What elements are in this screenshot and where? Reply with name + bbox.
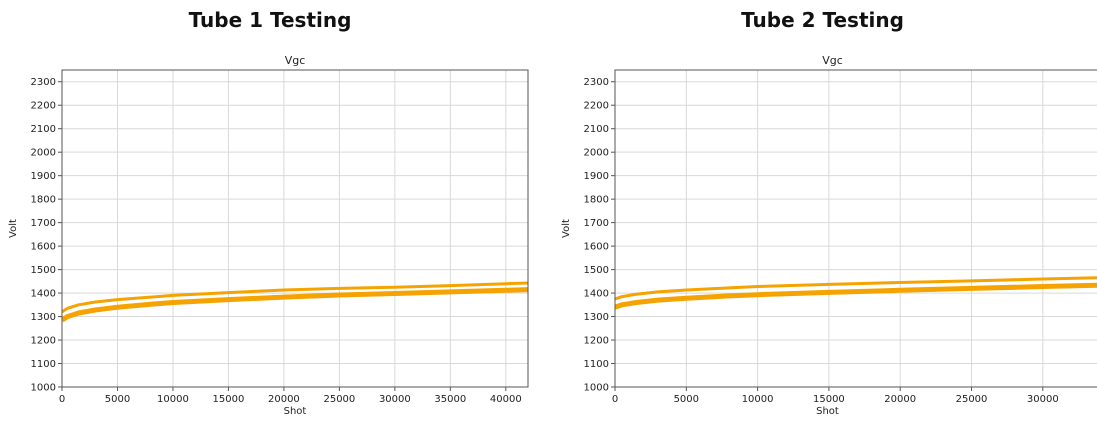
x-tick-label: 40000 [490, 394, 522, 405]
y-axis-label: Volt [8, 219, 19, 238]
chart-svg-tube-2: 1000 1100 1200 1300 1400 1500 1600 1700 1800 1900… [561, 54, 1097, 417]
y-tick-label: 1900 [584, 171, 609, 182]
y-tick-label: 1500 [31, 265, 56, 276]
y-tick-label: 1100 [31, 359, 56, 370]
y-tick-label: 1800 [584, 195, 609, 206]
y-tick-label: 2000 [584, 148, 609, 159]
chart-panel-tube-2: Tube 2 Testing 1000 1100 1200 1300 1400 1500 1… [548, 0, 1097, 430]
y-tick-label: 1400 [31, 289, 56, 300]
plot-title: Vgc [822, 54, 843, 67]
chart-heading: Tube 1 Testing [188, 8, 352, 32]
chart-panel-tube-1: Tube 1 Testing 1000 1100 1200 1300 1400 1500 1… [0, 0, 540, 430]
x-tick-label: 25000 [323, 394, 355, 405]
y-tick-label: 1000 [31, 383, 56, 394]
y-tick-label: 2300 [584, 77, 609, 88]
series-line-2 [615, 282, 1097, 310]
x-tick-label: 15000 [213, 394, 245, 405]
x-tick-label: 10000 [742, 394, 774, 405]
plot-frame [614, 69, 1097, 388]
x-tick-label: 20000 [268, 394, 300, 405]
chart-heading: Tube 2 Testing [741, 8, 904, 32]
y-tick-label: 1400 [584, 289, 609, 300]
y-tick-label: 1800 [31, 195, 56, 206]
y-tick-label: 2100 [31, 124, 56, 135]
x-tick-label: 20000 [884, 394, 916, 405]
x-tick-label: 5000 [105, 394, 130, 405]
series-line-2 [62, 287, 528, 323]
x-tick-label: 30000 [1027, 394, 1059, 405]
x-axis-label: Shot [816, 406, 839, 417]
y-tick-label: 1500 [584, 265, 609, 276]
x-tick-label: 35000 [434, 394, 466, 405]
chart-svg-tube-1: 1000 1100 1200 1300 1400 1500 1600 1700 1800 1900… [8, 54, 529, 417]
y-tick-label: 2200 [31, 101, 56, 112]
y-tick-label: 2300 [31, 77, 56, 88]
y-tick-label: 1600 [31, 242, 56, 253]
y-tick-label: 1700 [31, 218, 56, 229]
series-line-1 [62, 281, 528, 314]
y-tick-label: 1200 [31, 336, 56, 347]
y-tick-label: 2200 [584, 101, 609, 112]
y-tick-label: 1000 [584, 383, 609, 394]
x-tick-label: 10000 [157, 394, 189, 405]
y-tick-label: 1700 [584, 218, 609, 229]
y-tick-label: 2000 [31, 148, 56, 159]
x-tick-label: 30000 [379, 394, 411, 405]
x-tick-label: 5000 [674, 394, 699, 405]
y-tick-label: 1200 [584, 336, 609, 347]
x-tick-label: 15000 [813, 394, 845, 405]
x-tick-label: 0 [612, 394, 618, 405]
y-tick-label: 1600 [584, 242, 609, 253]
y-tick-label: 1300 [31, 312, 56, 323]
x-tick-label: 25000 [956, 394, 988, 405]
series-line-1 [615, 276, 1097, 301]
y-tick-label: 1300 [584, 312, 609, 323]
x-tick-label: 0 [59, 394, 65, 405]
y-tick-label: 1100 [584, 359, 609, 370]
y-tick-label: 1900 [31, 171, 56, 182]
x-axis-label: Shot [284, 406, 307, 417]
plot-title: Vgc [285, 54, 306, 67]
plot-frame [61, 69, 529, 388]
y-tick-label: 2100 [584, 124, 609, 135]
y-axis-label: Volt [561, 219, 572, 238]
